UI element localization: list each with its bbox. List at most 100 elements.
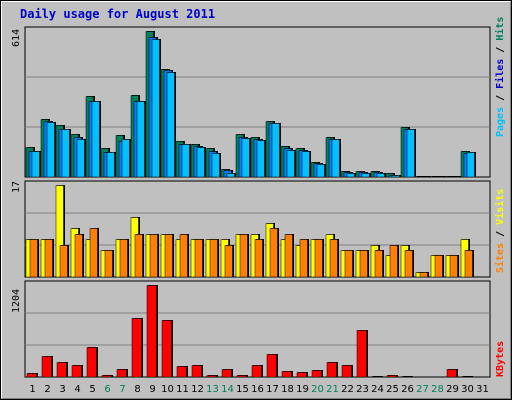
legend-sep-2: / xyxy=(495,41,506,59)
sites-bar-day-11 xyxy=(179,234,188,278)
legend-hits: Hits xyxy=(494,17,506,41)
sites-bar-day-22 xyxy=(344,250,353,278)
day-label-31: 31 xyxy=(476,384,489,395)
hits-files-pages-panel xyxy=(24,26,491,178)
sites-bar-day-27 xyxy=(419,272,428,278)
pages-bar-day-20 xyxy=(316,164,325,178)
legend-pages: Pages xyxy=(495,107,506,137)
legend-files: Files xyxy=(494,59,506,89)
kbytes-bar-day-19 xyxy=(296,372,307,378)
pages-bar-day-26 xyxy=(406,129,415,178)
sites-bar-day-8 xyxy=(134,234,143,278)
day-label-2: 2 xyxy=(44,384,50,395)
pages-bar-day-2 xyxy=(46,122,55,178)
day-label-4: 4 xyxy=(74,384,80,395)
pages-bar-day-7 xyxy=(121,139,130,178)
kbytes-bar-day-24 xyxy=(371,376,382,378)
legend-sites-visits: Sites / Visits xyxy=(494,189,506,273)
day-label-22: 22 xyxy=(341,384,354,395)
pages-bar-day-3 xyxy=(61,129,70,178)
day-label-12: 12 xyxy=(191,384,204,395)
kbytes-panel xyxy=(24,280,491,378)
day-label-16: 16 xyxy=(251,384,264,395)
pages-bar-day-11 xyxy=(181,144,190,178)
sites-bar-day-12 xyxy=(194,239,203,278)
sites-bar-day-18 xyxy=(284,234,293,278)
kbytes-bar-day-20 xyxy=(311,370,322,378)
day-label-28: 28 xyxy=(431,384,444,395)
sites-bar-day-20 xyxy=(314,239,323,278)
kbytes-bar-day-2 xyxy=(41,356,52,378)
pages-bar-day-18 xyxy=(286,150,295,178)
visits-sites-panel xyxy=(24,180,491,278)
kbytes-bar-day-1 xyxy=(26,373,37,378)
kbytes-bar-day-8 xyxy=(131,318,142,378)
pages-bar-day-12 xyxy=(196,147,205,178)
day-label-5: 5 xyxy=(89,384,95,395)
sites-bar-day-24 xyxy=(374,250,383,278)
kbytes-bar-day-5 xyxy=(86,347,97,378)
sites-bar-day-26 xyxy=(404,250,413,278)
kbytes-bar-day-29 xyxy=(446,369,457,378)
kbytes-y-max-label: 1204 xyxy=(11,289,22,313)
legend-hits-files-pages: Pages / Files / Hits xyxy=(494,17,506,137)
pages-bar-day-5 xyxy=(91,101,100,178)
sites-bar-day-6 xyxy=(104,250,113,278)
sites-bar-day-29 xyxy=(449,255,458,278)
day-axis-labels: 1 2 3 4 5 6 7 8 9 10 11 12 13 14 15 16 17 18 19 20 21 22 23 24 2… xyxy=(29,384,489,395)
day-label-19: 19 xyxy=(296,384,309,395)
legend-sep-1: / xyxy=(495,89,506,107)
sites-bar-day-25 xyxy=(389,245,398,278)
day-label-8: 8 xyxy=(134,384,140,395)
sites-bar-day-17 xyxy=(269,228,278,278)
day-label-6: 6 xyxy=(104,384,110,395)
pages-bar-day-1 xyxy=(31,151,40,178)
kbytes-bar-day-25 xyxy=(386,375,397,378)
chart-title: Daily usage for August 2011 xyxy=(20,7,215,21)
sites-bar-day-9 xyxy=(149,234,158,278)
legend-visits: Visits xyxy=(494,189,506,225)
kbytes-bar-day-11 xyxy=(176,366,187,378)
kbytes-bar-day-4 xyxy=(71,365,82,378)
sites-bar-day-21 xyxy=(329,239,338,278)
day-label-17: 17 xyxy=(266,384,279,395)
sites-bar-day-16 xyxy=(254,239,263,278)
legend-sep-3: / xyxy=(495,225,506,243)
kbytes-bar-day-14 xyxy=(221,369,232,378)
kbytes-bar-day-23 xyxy=(356,330,367,378)
sites-bar-day-30 xyxy=(464,250,473,278)
day-label-3: 3 xyxy=(59,384,65,395)
day-label-14: 14 xyxy=(221,384,234,395)
pages-bar-day-10 xyxy=(166,72,175,178)
day-label-1: 1 xyxy=(29,384,35,395)
sites-bar-day-23 xyxy=(359,250,368,278)
kbytes-bar-day-13 xyxy=(206,375,217,378)
pages-bar-day-14 xyxy=(226,173,235,178)
sites-bar-day-1 xyxy=(29,239,38,278)
sites-bar-day-7 xyxy=(119,239,128,278)
day-label-7: 7 xyxy=(119,384,125,395)
kbytes-bar-day-18 xyxy=(281,371,292,378)
pages-bar-day-24 xyxy=(376,173,385,178)
pages-bar-day-13 xyxy=(211,153,220,178)
pages-bar-day-28 xyxy=(436,176,445,178)
kbytes-plot-area xyxy=(24,280,491,378)
pages-bar-day-15 xyxy=(241,138,250,178)
kbytes-bar-day-26 xyxy=(401,376,412,378)
day-label-9: 9 xyxy=(149,384,155,395)
sites-bar-day-2 xyxy=(44,239,53,278)
sites-bar-day-19 xyxy=(299,239,308,278)
day-label-29: 29 xyxy=(446,384,459,395)
sites-bar-day-15 xyxy=(239,234,248,278)
sites-bar-day-5 xyxy=(89,228,98,278)
day-label-20: 20 xyxy=(311,384,324,395)
kbytes-bar-day-10 xyxy=(161,320,172,378)
day-label-13: 13 xyxy=(206,384,219,395)
sites-bar-day-3 xyxy=(59,245,68,278)
kbytes-bar-day-16 xyxy=(251,365,262,378)
pages-bar-day-4 xyxy=(76,139,85,178)
hits-y-max-label: 614 xyxy=(11,29,22,47)
pages-bar-day-9 xyxy=(151,39,160,178)
